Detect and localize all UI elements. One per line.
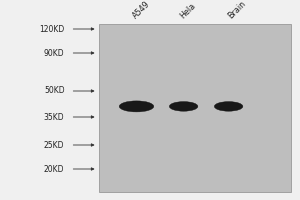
Text: 50KD: 50KD [44,86,64,95]
Text: 20KD: 20KD [44,164,64,173]
Text: Hela: Hela [178,1,198,20]
Ellipse shape [119,101,154,112]
Text: 90KD: 90KD [44,48,64,58]
Text: A549: A549 [130,0,152,20]
Text: 25KD: 25KD [44,140,64,149]
FancyBboxPatch shape [99,24,291,192]
Ellipse shape [214,102,243,111]
Ellipse shape [169,102,198,111]
Text: Brain: Brain [226,0,248,20]
Text: 120KD: 120KD [39,24,64,33]
Text: 35KD: 35KD [44,112,64,121]
